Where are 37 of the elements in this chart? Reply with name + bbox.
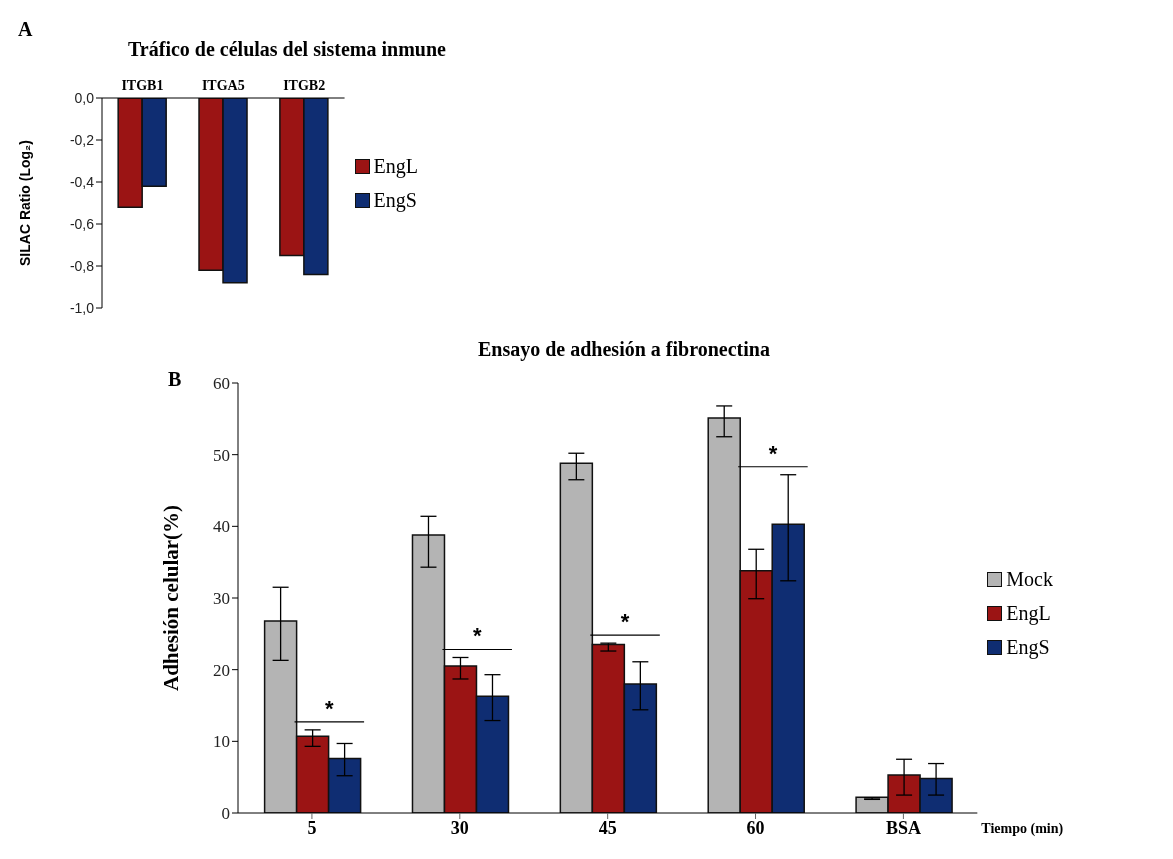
legend-label: EngL: [1006, 601, 1051, 627]
x-tick-label: 30: [450, 817, 469, 838]
y-tick-label: -0,8: [69, 257, 95, 274]
x-tick-label: 45: [598, 817, 617, 838]
y-tick-label: 40: [213, 517, 230, 537]
chart-title: Tráfico de células del sistema inmune: [128, 38, 446, 61]
y-tick-label: 20: [213, 660, 230, 680]
y-tick-label: 60: [213, 374, 230, 394]
y-tick-label: 0: [221, 804, 230, 824]
text: A: [18, 18, 33, 41]
legend-label: Mock: [1006, 567, 1053, 592]
text: B: [168, 368, 182, 391]
y-tick-label: 0,0: [74, 89, 95, 106]
annotation: *: [620, 609, 630, 635]
chart-title: Ensayo de adhesión a fibronectina: [478, 338, 770, 361]
annotation: *: [325, 695, 335, 721]
legend-label: EngL: [373, 154, 418, 180]
x-tick-label: BSA: [885, 817, 921, 838]
annotation: *: [768, 440, 778, 466]
legend-label: EngS: [1006, 635, 1050, 661]
x-tick-label: ITGB2: [283, 78, 326, 93]
x-tick-label: 60: [746, 817, 765, 838]
x-axis-title: Tiempo (min): [981, 820, 1064, 837]
y-axis-title: Adhesión celular(%): [159, 504, 184, 692]
y-tick-label: 30: [213, 589, 230, 609]
x-tick-label: ITGA5: [201, 78, 245, 93]
y-tick-label: -0,6: [69, 215, 95, 232]
y-axis-title: SILAC Ratio (Log₂): [16, 140, 33, 266]
annotation: *: [472, 623, 482, 649]
legend-label: EngS: [373, 188, 417, 214]
y-tick-label: -1,0: [69, 299, 95, 316]
y-tick-label: 50: [213, 445, 230, 465]
x-tick-label: 5: [307, 817, 317, 838]
y-tick-label: 10: [213, 732, 230, 752]
y-tick-label: -0,2: [69, 131, 95, 148]
x-tick-label: ITGB1: [121, 78, 164, 93]
y-tick-label: -0,4: [69, 173, 95, 190]
